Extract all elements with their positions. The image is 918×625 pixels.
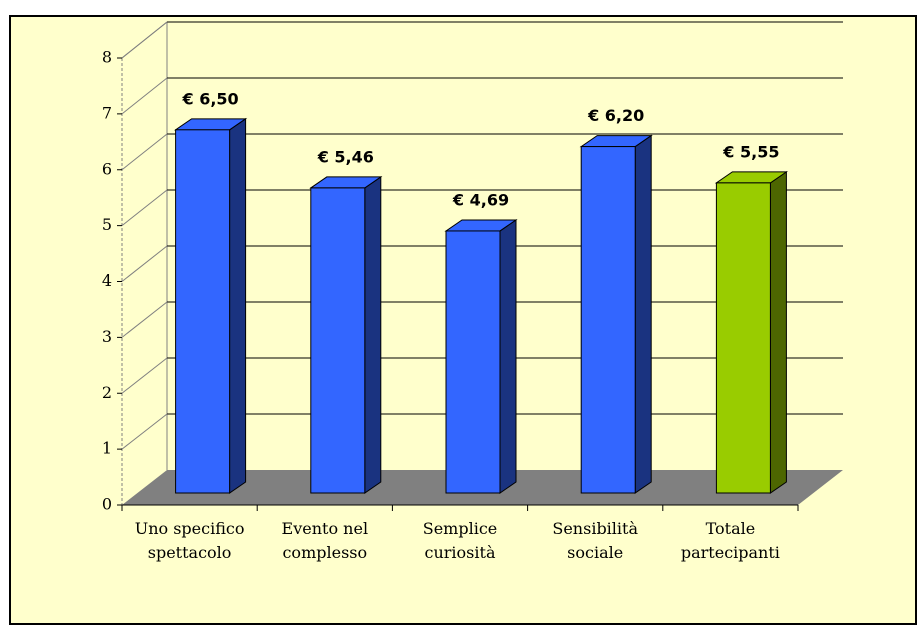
bar-side (229, 117, 247, 494)
value-label: € 5,46 (317, 147, 374, 166)
bar (580, 146, 636, 494)
side-grid-line (121, 301, 168, 338)
bar-side (769, 170, 787, 494)
value-label: € 5,55 (722, 142, 779, 161)
side-grid-line (121, 245, 168, 282)
value-label: € 6,20 (587, 106, 644, 125)
bar (175, 129, 231, 494)
x-tick-label: Totale partecipanti (680, 519, 780, 562)
y-tick-label: 6 (102, 159, 112, 178)
bar (715, 182, 771, 494)
bar (445, 230, 501, 494)
x-tick-label: Semplice curiosità (422, 519, 498, 562)
bar (310, 187, 366, 494)
side-grid-line (121, 133, 168, 171)
side-grid-line (121, 413, 168, 450)
y-tick-label: 5 (102, 215, 112, 234)
x-tick-label: Uno specifico spettacolo (134, 519, 245, 562)
x-tick-label: Sensibilità sociale (552, 519, 638, 562)
bar-side (499, 218, 517, 494)
y-tick-label: 1 (102, 439, 112, 458)
bar-side (364, 175, 382, 494)
side-grid-line (121, 189, 168, 227)
side-grid-line (121, 21, 168, 59)
side-grid-line (121, 357, 168, 394)
bar-side (634, 134, 652, 494)
y-tick-label: 4 (102, 271, 112, 290)
x-tick-label: Evento nel complesso (281, 519, 369, 562)
y-tick-label: 0 (102, 495, 112, 514)
side-grid-line (121, 77, 168, 115)
y-tick-label: 8 (102, 48, 112, 67)
y-tick-label: 2 (102, 383, 112, 402)
value-label: € 4,69 (452, 190, 509, 209)
y-tick-label: 3 (102, 327, 112, 346)
y-tick-label: 7 (102, 103, 112, 122)
value-label: € 6,50 (182, 89, 239, 108)
